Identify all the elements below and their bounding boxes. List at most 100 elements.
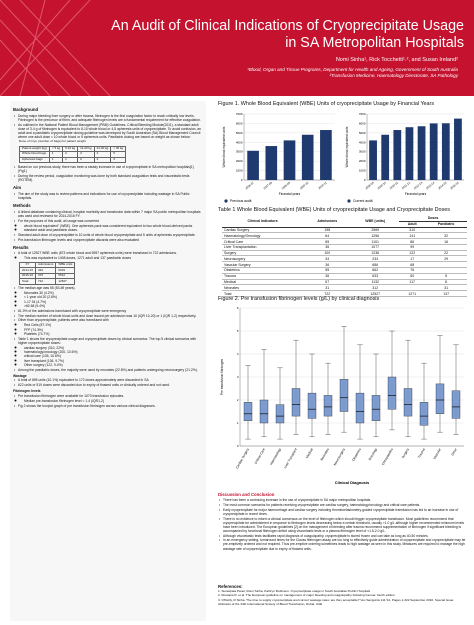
references: References: 1. Surawpala Panel, Romi Sinh… [218,584,466,607]
table-cell: 310 [399,227,426,234]
table-cell: 6 [425,279,467,286]
table-cell: 1256 [351,232,400,240]
x-tick-label: Haematology [269,447,282,466]
header-row: Adult Paediatric [222,221,467,228]
sub-item: Platelets (74.7%) [24,332,203,336]
table-cell: 1 [62,156,79,164]
table-cell: Cardiac Surgery [222,227,304,234]
x-tick-label: 2009-10 [376,180,387,190]
table-cell: 722 [303,290,352,297]
sub-list: Median pre-transfusion fibrinogen level … [13,399,203,403]
x-axis-label: Clinical Diagnosis [335,480,370,485]
table-cell: 5 [425,273,467,280]
header-row: Clinical Indicators Admissions WBE (units)… [222,216,467,228]
table-cell: 17 [399,255,426,263]
table-cell: 312 [351,284,400,292]
y-tick-label: 5000 [236,131,243,135]
x-tick-label: 2010-11 [317,180,328,190]
y-tick-label: 2 [237,398,239,402]
box [387,376,397,410]
section-heading: Methods [13,203,31,209]
bar [405,127,414,180]
table-cell: 22 [425,250,467,257]
table-cell: Trauma [222,273,304,280]
bar [429,123,438,180]
bar [283,140,296,180]
section-heading: References: [218,584,243,590]
table-cell: Total [18,278,37,285]
table-cell: 137 [425,290,467,297]
table-cell: 1271 [399,290,426,297]
discussion: Discussion and ConclusionThere has been … [218,489,466,551]
table-cell: 2 [77,156,95,164]
sub-list: This was equivalent to 1408 doses, 1271 … [13,256,203,260]
y-tick-label: 3000 [236,150,243,154]
sub-item: Red Cells (87.1%) [24,323,203,327]
table-row: Vascular Surgery 36 686 68 [222,261,467,269]
bullet: The aim of the study was to review patte… [13,192,203,201]
table-cell [399,284,426,292]
header-cell: Doses [399,216,467,222]
box [435,383,445,415]
bullet: There has been a continuing increase in … [218,498,466,502]
table-row: Trauma 36 633 60 5 [222,273,467,280]
table-cell: 2 [93,156,112,164]
table-cell: 64 [303,232,352,240]
x-tick-label: Obstetrics [351,447,362,462]
table-cell: 36 [303,244,352,251]
sub-item: whole blood equivalent" (WBE). One apher… [24,224,203,228]
y-tick-label: 6 [237,306,239,310]
table-cell: Vascular Surgery [222,261,304,269]
legend-marker [224,199,228,203]
table-cell: 99 [399,244,426,251]
box [403,388,413,417]
bullet: There is no evidence to inform a clinica… [218,517,466,533]
x-tick-label: 2006-07 [244,180,255,190]
table-cell: 31 [425,284,467,292]
section-heading: Discussion and Conclusion [218,492,275,497]
table-row: 2015-16 376 6512 [18,272,76,280]
authors: Nomi Sinha¹, Rick Tocchetti¹˒², and Susa… [335,57,458,63]
y-tick-label: 4 [237,352,239,356]
table-row: Medical 67 1132 117 6 [222,279,467,286]
table-cell: 29 [425,255,467,263]
box [323,395,333,417]
sub-item: Median pre-transfusion fibrinogen level … [24,399,203,403]
bar [441,123,450,180]
x-tick-label: Other [450,447,458,457]
sub-list: whole blood equivalent" (WBE). One apher… [13,224,203,233]
x-tick-label: 2013-14 [425,180,436,190]
table-cell: 31 [303,284,352,292]
section-heading: Aim [13,185,22,191]
table-cell: 36 [303,273,352,280]
bullet: The median age was 55 (53-69 years). [13,286,203,291]
y-tick-label: 3 [237,375,239,379]
y-tick-label: 5 [237,329,239,333]
table-row: Neonates 31 312 31 [222,284,467,292]
table-cell: Neurosurgery [222,255,304,263]
table-row: Obstetrics 55 662 76 [222,267,467,274]
figure-caption: Figure 2. Pre transfusion fibrinogen lev… [218,296,380,302]
table-cell: Apheresis bags [19,156,50,164]
table-row: Neurosurgery 34 234 17 29 [222,255,467,263]
figure-caption: Figure 1. Whole Blood Equivalent (WBE) U… [218,101,435,107]
sub-item: This was equivalent to 1408 doses, 1271 … [24,256,203,260]
table-cell: 1132 [351,279,400,286]
y-tick-label: 7000 [236,112,243,116]
reference: 1. Surawpala Panel, Romi Sinha, Kathryn … [218,589,371,594]
x-tick-label: Cardiac Surgery [235,447,250,469]
table-cell: 12527 [351,290,400,297]
legend-marker [347,199,351,203]
box-plot: 0 1 2 3 4 5 6 Pre transfusion fibrinogen Cardiac… [220,306,464,485]
y-tick-label: 0 [241,178,243,182]
bullet: Fig 2 shows the boxplot graph of pre tra… [13,404,203,409]
table-cell: 76 [399,267,426,274]
sub-list: Neonates 30 (4.2%)< 1 year old 20 (2.8%)… [13,291,203,308]
sub-item: haematology/oncology (200, 13.6%) [24,350,203,354]
table-cell: Surgery [222,250,304,257]
y-tick-label: 6000 [359,121,366,125]
bar-chart: 0 1000 2000 3000 4000 5000 6000 7000 Whole blood… [345,112,464,203]
affiliation: ¹Blood, Organ and Tissue Programs, Depar… [247,67,458,72]
table-cell: 633 [351,273,400,280]
table-cell: 36 [303,261,352,269]
